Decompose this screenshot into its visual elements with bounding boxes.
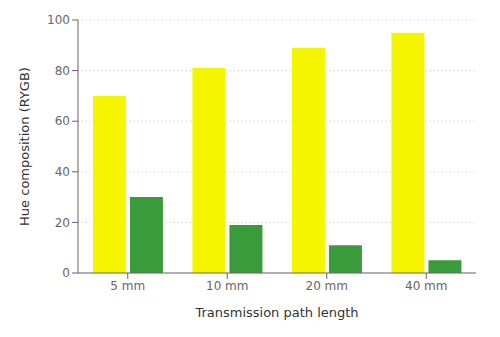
svg-text:5 mm: 5 mm (110, 279, 145, 293)
svg-text:60: 60 (55, 114, 70, 128)
svg-text:Hue composition (RYGB): Hue composition (RYGB) (17, 67, 32, 226)
svg-text:40 mm: 40 mm (405, 279, 447, 293)
svg-text:Transmission path length: Transmission path length (194, 305, 358, 320)
svg-text:10 mm: 10 mm (206, 279, 248, 293)
svg-text:20 mm: 20 mm (306, 279, 348, 293)
svg-text:100: 100 (47, 13, 70, 27)
svg-text:80: 80 (55, 64, 70, 78)
svg-text:40: 40 (55, 165, 70, 179)
svg-text:20: 20 (55, 216, 70, 230)
svg-text:0: 0 (62, 266, 70, 280)
